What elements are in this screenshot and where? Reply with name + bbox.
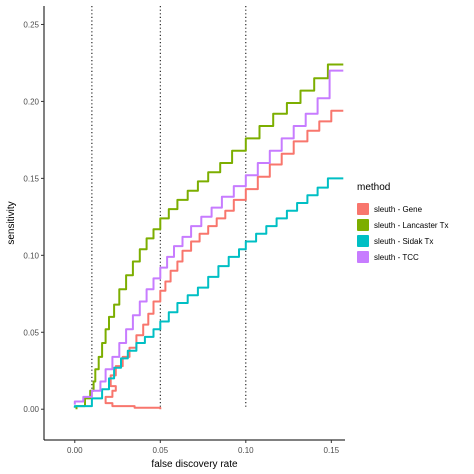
reference-lines bbox=[91, 6, 247, 410]
series-line-4 bbox=[73, 69, 344, 405]
legend-label: sleuth - Gene bbox=[374, 205, 423, 214]
x-tick-label: 0.05 bbox=[153, 446, 169, 455]
y-tick-label: 0.25 bbox=[23, 20, 39, 29]
x-axis-title: false discovery rate bbox=[151, 459, 238, 470]
legend-label: sleuth - Lancaster Tx bbox=[374, 221, 449, 230]
legend-swatch bbox=[357, 219, 369, 231]
legend-label: sleuth - Sidak Tx bbox=[374, 237, 433, 246]
x-tick-label: 0.15 bbox=[324, 446, 340, 455]
y-tick-label: 0.20 bbox=[23, 97, 39, 106]
series-line-2 bbox=[75, 63, 344, 410]
series-line-1 bbox=[104, 109, 344, 410]
x-ticks: 0.00 0.05 0.10 0.15 bbox=[67, 440, 340, 455]
series-line-3 bbox=[73, 177, 344, 408]
y-tick-label: 0.00 bbox=[23, 405, 39, 414]
legend-title: method bbox=[357, 182, 390, 193]
y-axis-title: sensitivity bbox=[6, 201, 17, 244]
x-tick-label: 0.10 bbox=[238, 446, 254, 455]
legend-swatch bbox=[357, 203, 369, 215]
y-ticks: 0.00 0.05 0.10 0.15 0.20 0.25 bbox=[23, 20, 44, 414]
y-tick-label: 0.10 bbox=[23, 251, 39, 260]
y-tick-label: 0.05 bbox=[23, 328, 39, 337]
y-tick-label: 0.15 bbox=[23, 174, 39, 183]
legend: method sleuth - Gene sleuth - Lancaster T… bbox=[357, 182, 449, 263]
legend-swatch bbox=[357, 251, 369, 263]
series-layer bbox=[73, 63, 344, 410]
x-tick-label: 0.00 bbox=[67, 446, 83, 455]
legend-swatch bbox=[357, 235, 369, 247]
legend-label: sleuth - TCC bbox=[374, 253, 419, 262]
